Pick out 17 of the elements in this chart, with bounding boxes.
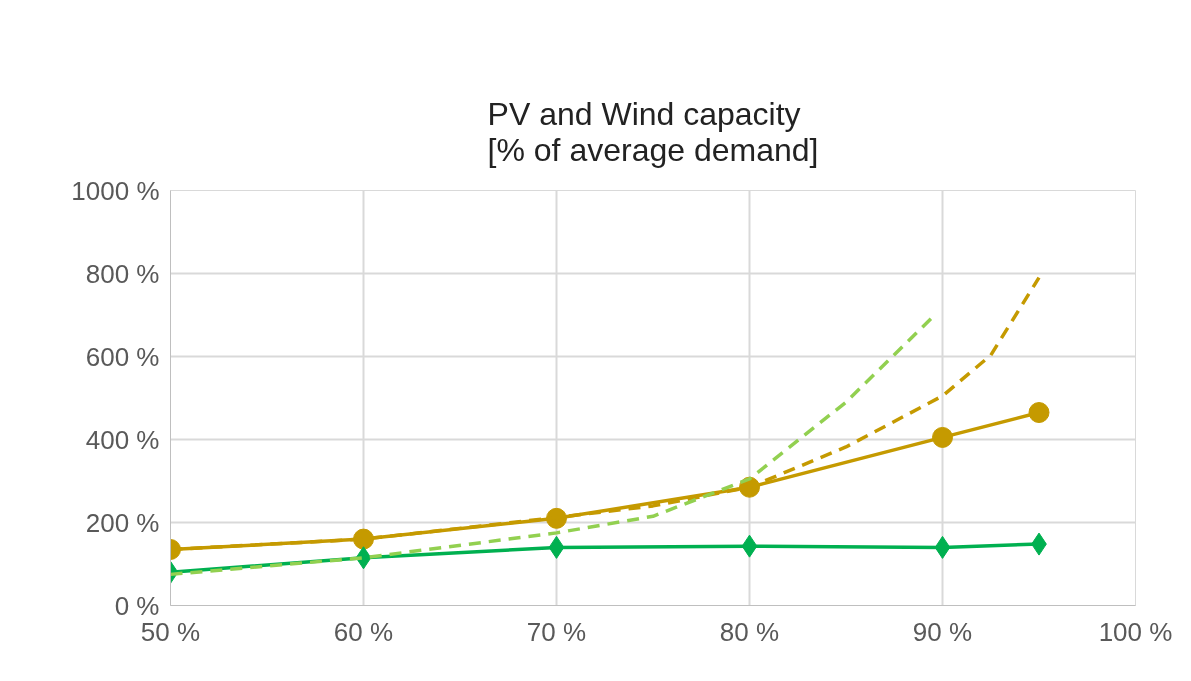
point [741,534,758,558]
point [934,535,951,559]
y-tick-label: 1000 % [71,175,160,206]
x-tick-label: 90 % [912,616,973,647]
chart-title: PV and Wind capacity [% of average demand] [487,96,819,168]
y-tick-label: 800 % [85,258,160,289]
point [548,535,565,559]
x-tick-label: 80 % [719,616,780,647]
point [546,507,567,529]
y-tick-label: 400 % [85,424,160,455]
point [932,426,953,448]
point [1028,402,1050,424]
x-tick-label: 70 % [526,616,587,647]
x-tick-label: 60 % [333,616,394,647]
x-tick-label: 100 % [1098,616,1173,647]
y-tick-label: 600 % [85,341,160,372]
y-tick-label: 200 % [85,507,160,538]
